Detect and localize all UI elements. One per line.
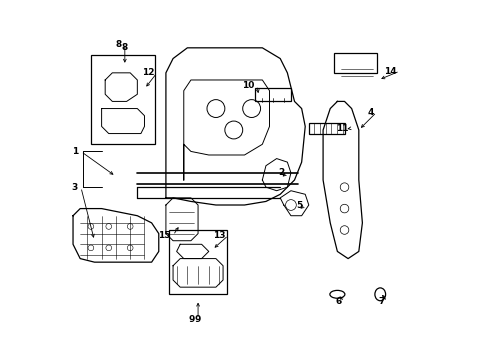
Text: 4: 4 xyxy=(366,108,373,117)
Text: 3: 3 xyxy=(72,183,78,192)
Circle shape xyxy=(88,224,94,229)
Text: 13: 13 xyxy=(213,231,225,240)
Circle shape xyxy=(127,224,133,229)
Text: 12: 12 xyxy=(142,68,154,77)
Bar xyxy=(308,123,344,134)
Text: 2: 2 xyxy=(278,168,284,177)
Text: 5: 5 xyxy=(296,201,302,210)
Text: 11: 11 xyxy=(336,124,348,133)
Circle shape xyxy=(106,245,111,251)
Text: 8: 8 xyxy=(116,40,122,49)
Bar xyxy=(169,230,226,294)
Text: 9: 9 xyxy=(195,315,201,324)
Circle shape xyxy=(88,245,94,251)
Text: 9: 9 xyxy=(188,315,195,324)
Text: 8: 8 xyxy=(122,43,128,52)
Text: 6: 6 xyxy=(335,297,341,306)
Circle shape xyxy=(127,245,133,251)
Text: 10: 10 xyxy=(241,81,254,90)
Text: 15: 15 xyxy=(157,231,170,240)
Text: 1: 1 xyxy=(72,147,78,156)
Bar xyxy=(91,55,155,144)
Bar xyxy=(333,53,376,73)
Circle shape xyxy=(106,224,111,229)
Bar xyxy=(255,88,290,102)
Text: 14: 14 xyxy=(384,67,396,76)
Text: 7: 7 xyxy=(377,297,384,306)
